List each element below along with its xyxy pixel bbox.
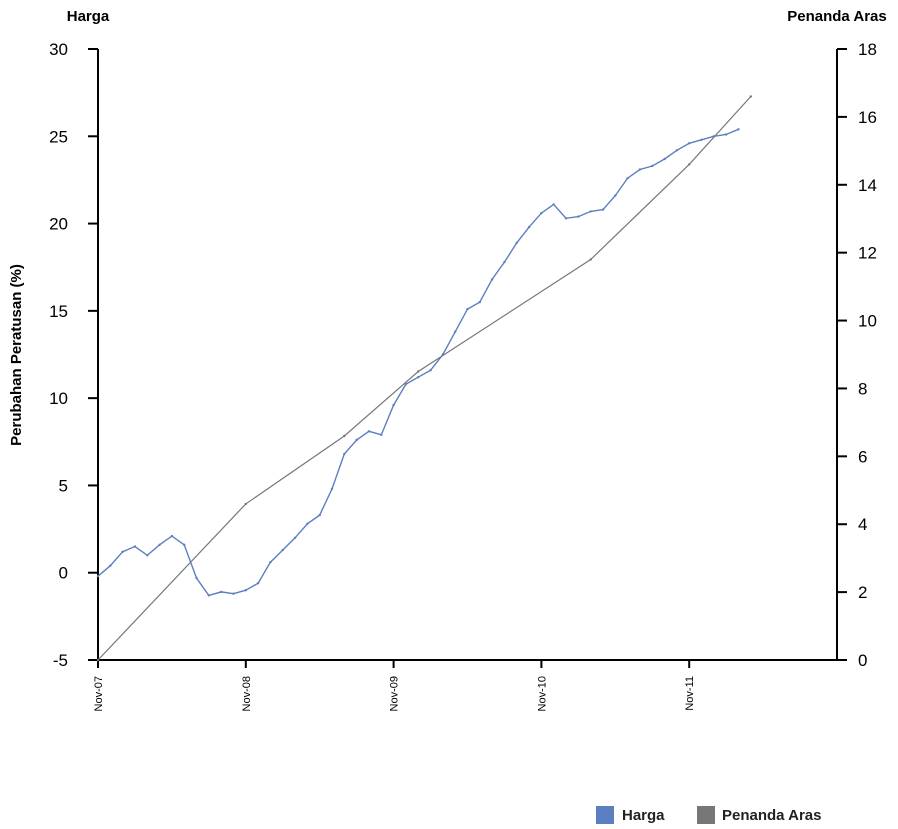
series-line-harga [97,128,739,597]
data-point [281,548,284,552]
right-axis: 18 16 14 12 10 8 6 4 2 0 [836,40,877,670]
data-point [367,430,371,433]
right-tick-label: 16 [858,108,877,127]
data-point [577,215,580,218]
left-tick-label: 0 [59,564,68,583]
data-point [663,157,666,161]
left-tick-label: 20 [49,215,68,234]
data-point [515,241,518,244]
right-tick-label: 12 [858,244,877,263]
data-point [589,258,592,261]
data-point [343,452,346,456]
x-tick-label: Nov-09 [389,676,401,711]
data-point [183,543,186,546]
data-point [380,433,383,436]
data-point [96,658,100,662]
data-point [417,376,420,379]
data-point [293,536,297,539]
data-point [220,590,223,594]
data-point [121,550,124,553]
data-point [651,164,654,168]
left-axis-title: Harga [67,8,110,25]
x-tick-label: Nov-07 [93,676,105,711]
left-tick-label: 25 [49,127,68,146]
data-point [404,383,408,386]
data-point [589,210,592,213]
data-point [170,534,174,538]
data-point [158,543,161,546]
right-tick-label: 6 [858,447,867,466]
data-point [688,163,691,166]
legend-label-penanda-aras: Penanda Aras [722,807,822,824]
data-point [688,142,691,145]
legend-swatch-penanda-aras [697,806,715,824]
right-tick-label: 10 [858,312,877,331]
data-point [429,369,432,372]
right-tick-label: 8 [858,379,867,398]
data-point [195,576,198,580]
data-point [552,203,555,206]
data-point [269,561,272,564]
data-point [343,434,346,438]
data-point [564,217,568,220]
data-point [330,487,334,491]
data-point [256,582,260,585]
x-tick-label: Nov-11 [684,676,696,711]
data-point [417,370,420,373]
right-tick-label: 4 [858,515,867,534]
data-point [244,589,247,592]
x-tick-label: Nov-08 [241,676,253,711]
data-point [318,513,321,517]
y-axis-label: Perubahan Peratusan (%) [8,264,25,446]
data-point [675,149,679,152]
data-point [503,260,506,264]
left-tick-label: 30 [49,40,68,59]
data-point [638,168,642,171]
right-tick-label: 14 [858,176,877,195]
data-point [306,522,309,525]
x-tick-label: Nov-10 [536,676,548,711]
data-point [724,133,728,136]
data-point [207,594,210,597]
left-tick-label: -5 [53,651,68,670]
data-point [490,278,494,281]
data-point [466,307,469,311]
data-point [355,438,358,442]
right-tick-label: 18 [858,40,877,59]
data-point [244,502,247,506]
right-axis-title: Penanda Aras [787,8,887,25]
data-point [626,177,629,180]
data-point [614,194,617,197]
data-point [96,575,100,578]
x-axis: Nov-07 Nov-08 Nov-09 Nov-10 Nov-11 [93,659,837,711]
data-point [478,300,481,304]
data-point [454,330,457,333]
data-point [601,208,605,211]
left-tick-label: 10 [49,389,68,408]
right-tick-label: 0 [858,651,867,670]
legend-label-harga: Harga [622,807,665,824]
data-point [133,545,137,548]
data-point [737,128,740,131]
data-point [232,592,235,595]
data-point [392,403,395,407]
legend: Harga Penanda Aras [596,806,822,824]
legend-swatch-harga [596,806,614,824]
right-tick-label: 2 [858,583,867,602]
data-point [146,554,149,557]
series-layer [96,95,752,662]
data-point [749,95,752,98]
data-point [700,138,703,141]
left-tick-label: 5 [59,476,68,495]
left-tick-label: 15 [49,302,68,321]
left-axis: 30 25 20 15 10 5 0 -5 [49,40,99,670]
data-point [527,225,531,229]
data-point [540,211,543,215]
data-point [109,564,112,567]
